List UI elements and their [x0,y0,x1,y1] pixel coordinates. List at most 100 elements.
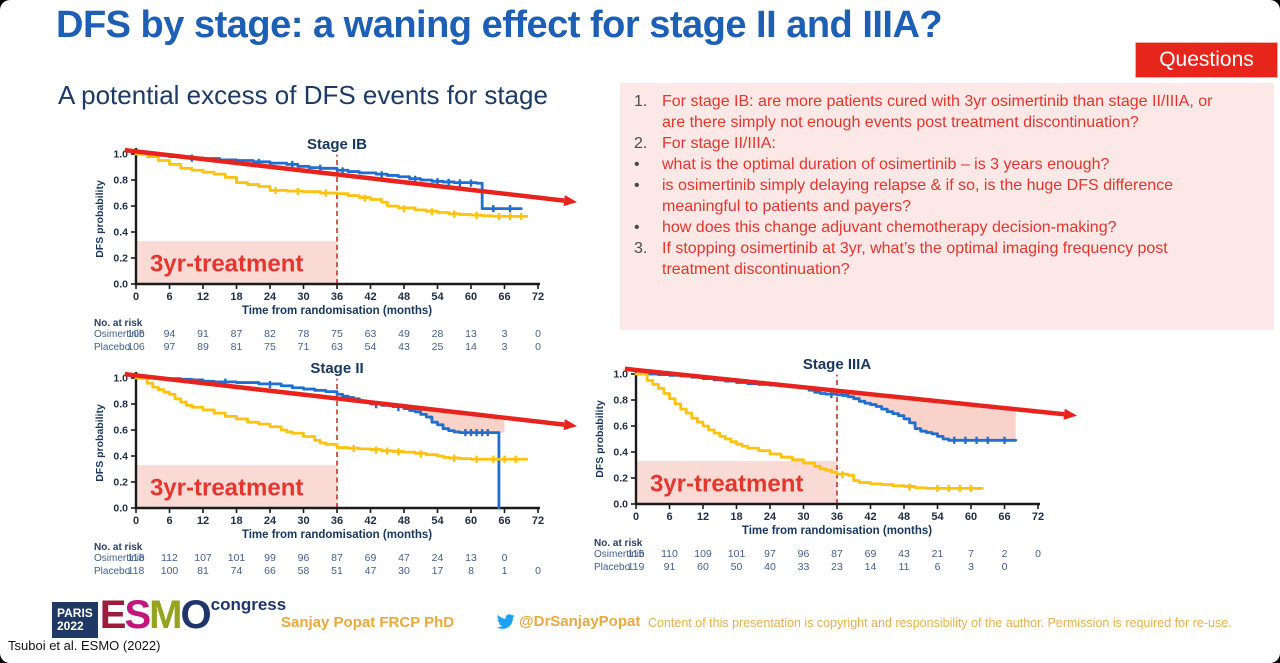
svg-text:109: 109 [694,548,712,560]
svg-text:0: 0 [633,511,639,523]
svg-text:48: 48 [398,291,410,303]
esmo-wordmark: ESMO [100,593,212,637]
question-marker: • [634,177,640,194]
svg-text:72: 72 [532,291,544,303]
svg-text:24: 24 [264,291,277,303]
svg-text:Time from randomisation (month: Time from randomisation (months) [742,525,932,537]
svg-text:58: 58 [298,565,310,577]
svg-text:69: 69 [365,552,377,564]
svg-text:1.0: 1.0 [113,149,128,161]
question-marker: 2. [634,135,648,152]
esmo-letter: M [149,593,182,637]
svg-text:Osimertinib: Osimertinib [594,549,645,560]
svg-text:78: 78 [298,328,310,340]
question-item: • how does this change adjuvant chemothe… [634,217,1264,238]
logo-city: PARIS [57,606,93,620]
svg-text:3yr-treatment: 3yr-treatment [150,475,303,502]
page-title: DFS by stage: a waning effect for stage … [56,4,943,46]
svg-text:23: 23 [831,561,843,573]
svg-text:8: 8 [468,565,474,577]
svg-text:118: 118 [128,552,145,564]
km-chart-stage-ii: 0.0 0.2 0.4 0.6 0.8 1.0 0 6 12 18 24 30 36 42 48 54 60 66… [92,360,604,586]
svg-text:97: 97 [164,341,176,353]
svg-text:81: 81 [197,565,209,577]
svg-text:42: 42 [364,291,376,303]
svg-text:Osimertinib: Osimertinib [94,329,145,340]
question-text: is osimertinib simply delaying relapse &… [662,177,1174,215]
svg-text:Placebo: Placebo [594,562,631,573]
svg-text:Stage IB: Stage IB [307,136,367,153]
svg-text:94: 94 [164,328,176,340]
svg-text:13: 13 [465,552,477,564]
svg-text:50: 50 [731,561,743,573]
svg-text:87: 87 [231,328,243,340]
svg-text:28: 28 [432,328,444,340]
question-marker: • [634,219,640,236]
svg-text:60: 60 [965,511,977,523]
km-chart-stage-ib: 0.0 0.2 0.4 0.6 0.8 1.0 0 6 12 18 24 30 36 42 48 54 60 66… [92,136,604,362]
svg-text:14: 14 [465,341,477,353]
svg-text:91: 91 [197,328,209,340]
svg-text:54: 54 [365,341,377,353]
svg-text:30: 30 [797,511,809,523]
svg-text:42: 42 [864,511,876,523]
svg-text:106: 106 [127,341,145,353]
svg-text:0.0: 0.0 [613,499,628,511]
subtitle: A potential excess of DFS events for sta… [58,80,548,110]
svg-text:42: 42 [364,515,376,527]
svg-text:0: 0 [535,328,541,340]
question-marker: 3. [634,240,648,257]
svg-text:0.2: 0.2 [113,253,128,265]
svg-text:43: 43 [898,548,910,560]
svg-text:66: 66 [264,565,276,577]
svg-text:33: 33 [798,561,810,573]
svg-text:1: 1 [502,565,508,577]
speaker-name: Sanjay Popat FRCP PhD [281,614,455,631]
svg-text:0.6: 0.6 [613,421,628,433]
svg-text:25: 25 [432,341,444,353]
km-plot-stage-ib: 0.00.20.40.60.81.00 6 12 18 24 30 36 42 48 54 60 66… [94,136,578,353]
questions-box: 1. For stage IB: are more patients cured… [620,83,1274,330]
svg-text:12: 12 [197,515,209,527]
esmo-congress-logo: PARIS 2022 ESMO congress [52,595,286,641]
svg-text:89: 89 [197,341,209,353]
svg-text:75: 75 [264,341,276,353]
svg-text:0.4: 0.4 [113,227,128,239]
svg-text:74: 74 [231,565,243,577]
svg-text:18: 18 [730,511,742,523]
svg-text:40: 40 [764,561,776,573]
svg-text:36: 36 [831,511,843,523]
questions-badge[interactable]: Questions [1135,42,1278,78]
svg-text:24: 24 [432,552,444,564]
svg-text:0.0: 0.0 [113,503,128,515]
svg-text:87: 87 [831,548,843,560]
svg-text:2: 2 [1002,548,1008,560]
km-plot-stage-iiia: 0.00.20.40.60.81.00 6 12 18 24 30 36 42 48 54 60 66… [594,356,1078,573]
svg-text:0.2: 0.2 [113,477,128,489]
km-plot-stage-ii: 0.00.20.40.60.81.00 6 12 18 24 30 36 42 48 54 60 66… [94,360,578,577]
svg-text:30: 30 [398,565,410,577]
congress-label: congress [210,595,287,614]
svg-text:0.8: 0.8 [613,395,628,407]
svg-text:Osimertinib: Osimertinib [94,553,145,564]
svg-text:101: 101 [228,552,246,564]
svg-text:72: 72 [532,515,544,527]
svg-text:119: 119 [628,561,645,573]
svg-text:6: 6 [666,511,672,523]
svg-text:71: 71 [298,341,310,353]
svg-text:14: 14 [865,561,877,573]
svg-text:0.8: 0.8 [113,399,128,411]
svg-text:7: 7 [968,548,974,560]
svg-text:24: 24 [264,515,277,527]
question-text: how does this change adjuvant chemothera… [662,219,1117,236]
question-text: For stage IB: are more patients cured wi… [662,93,1213,131]
twitter-handle[interactable]: @DrSanjayPopat [519,613,641,630]
svg-text:0: 0 [133,515,139,527]
svg-text:13: 13 [465,328,477,340]
twitter-handle-row[interactable]: @DrSanjayPopat [497,613,640,630]
svg-text:63: 63 [331,341,343,353]
svg-text:No. at risk: No. at risk [94,318,143,329]
svg-text:21: 21 [932,548,944,560]
svg-text:81: 81 [231,341,243,353]
